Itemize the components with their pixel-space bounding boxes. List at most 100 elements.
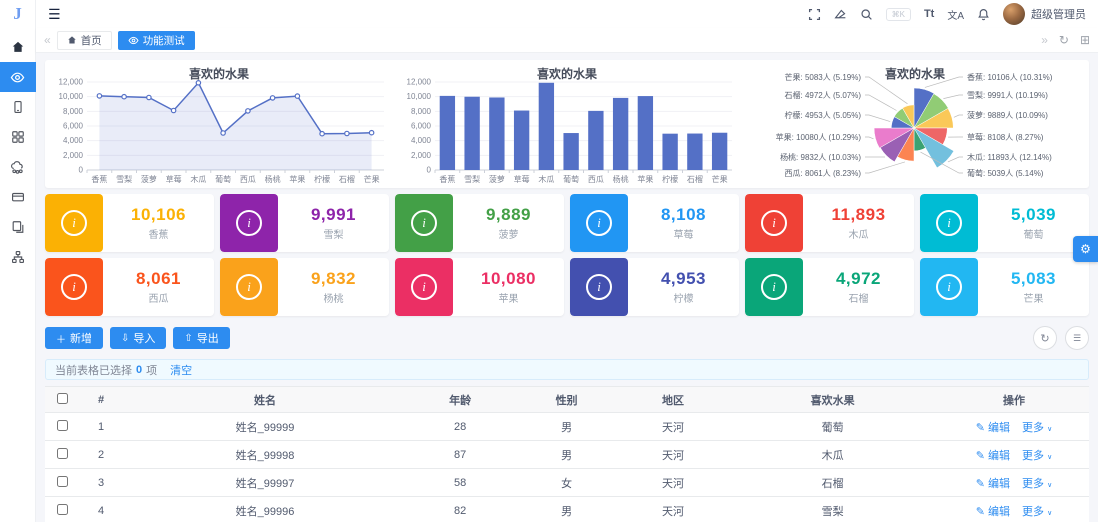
more-link[interactable]: 更多 ∨ bbox=[1022, 421, 1053, 434]
stat-value: 9,832 bbox=[310, 269, 357, 288]
sidebar-item-device[interactable] bbox=[0, 92, 36, 122]
cell-region: 天河 bbox=[619, 412, 727, 441]
row-checkbox[interactable] bbox=[56, 503, 68, 515]
row-checkbox[interactable] bbox=[56, 447, 68, 459]
edit-icon: ✎ bbox=[975, 421, 985, 434]
fullscreen-icon[interactable] bbox=[808, 8, 821, 21]
sidebar-item-copy[interactable] bbox=[0, 212, 36, 242]
cell-name: 姓名_99999 bbox=[123, 412, 407, 441]
row-checkbox[interactable] bbox=[56, 419, 68, 431]
cell-fruit: 木瓜 bbox=[726, 440, 939, 469]
stat-card-西瓜: i 8,061 西瓜 bbox=[45, 258, 214, 316]
sidebar-item-components[interactable] bbox=[0, 122, 36, 152]
sidebar-item-active[interactable] bbox=[0, 62, 36, 92]
selection-text: 当前表格已选择 bbox=[55, 364, 132, 377]
edit-link[interactable]: ✎ 编辑 bbox=[975, 421, 1011, 434]
tablet-icon bbox=[11, 100, 25, 114]
svg-text:香蕉: 香蕉 bbox=[91, 174, 107, 184]
svg-text:石榴: 石榴 bbox=[687, 174, 703, 184]
svg-text:菠萝: 9889人 (10.09%): 菠萝: 9889人 (10.09%) bbox=[967, 110, 1048, 120]
tab-layout-grid-icon[interactable]: ⊞ bbox=[1079, 33, 1090, 47]
select-all-checkbox[interactable] bbox=[56, 392, 68, 404]
sidebar-item-card[interactable] bbox=[0, 182, 36, 212]
svg-text:葡萄: 葡萄 bbox=[563, 174, 579, 184]
clean-cache-icon[interactable] bbox=[834, 8, 847, 21]
svg-text:苹果: 10080人 (10.29%): 苹果: 10080人 (10.29%) bbox=[776, 132, 862, 142]
svg-text:柠檬: 柠檬 bbox=[662, 174, 678, 184]
svg-text:柠檬: 柠檬 bbox=[314, 174, 330, 184]
theme-settings-button[interactable]: ⚙ bbox=[1073, 236, 1098, 262]
user-menu[interactable]: 超级管理员 bbox=[1003, 3, 1086, 25]
stat-card-香蕉: i 10,106 香蕉 bbox=[45, 194, 214, 252]
stat-card-柠檬: i 4,953 柠檬 bbox=[570, 258, 739, 316]
page-content: 喜欢的水果 0 2,000 4,000 6,000 8,000 10,000 12,000 香… bbox=[36, 53, 1098, 522]
export-button[interactable]: ⇧ 导出 bbox=[173, 327, 230, 349]
svg-text:杨桃: 杨桃 bbox=[613, 174, 629, 184]
sidebar-item-home[interactable] bbox=[0, 32, 36, 62]
add-button[interactable]: ＋ 新增 bbox=[45, 327, 103, 349]
import-button[interactable]: ⇩ 导入 bbox=[110, 327, 167, 349]
refresh-table-button[interactable]: ↻ bbox=[1033, 326, 1057, 350]
translate-icon[interactable]: 文A bbox=[947, 10, 964, 22]
edit-link[interactable]: ✎ 编辑 bbox=[975, 505, 1011, 518]
info-icon: i bbox=[745, 194, 803, 252]
stat-label: 草莓 bbox=[673, 230, 694, 241]
data-table: # 姓名 年龄 性别 地区 喜欢水果 操作 1 姓名_99999 28 男天河 葡萄 ✎ 编辑 更多 ∨… bbox=[45, 386, 1089, 522]
tabs-scroll-right-icon[interactable]: » bbox=[1041, 33, 1048, 47]
eye-icon bbox=[10, 70, 25, 85]
stat-label: 苹果 bbox=[498, 294, 519, 305]
info-icon: i bbox=[220, 258, 278, 316]
cell-gender: 男 bbox=[513, 440, 620, 469]
cell-index: 2 bbox=[79, 440, 123, 469]
sitemap-icon bbox=[11, 250, 25, 264]
stat-value: 5,039 bbox=[1010, 205, 1057, 224]
tab-refresh-icon[interactable]: ↻ bbox=[1058, 33, 1069, 47]
stat-card-菠萝: i 9,889 菠萝 bbox=[395, 194, 564, 252]
select-all-checkbox-cell bbox=[45, 386, 79, 413]
selection-count: 0 bbox=[136, 363, 143, 376]
svg-text:西瓜: 8061人 (8.23%): 西瓜: 8061人 (8.23%) bbox=[785, 169, 862, 178]
svg-text:杨桃: 杨桃 bbox=[265, 174, 281, 184]
notification-bell-icon[interactable] bbox=[977, 8, 990, 21]
column-settings-button[interactable]: ☰ bbox=[1065, 326, 1089, 350]
columns-icon: ☰ bbox=[1072, 332, 1082, 343]
svg-text:雪梨: 9991人 (10.19%): 雪梨: 9991人 (10.19%) bbox=[967, 90, 1048, 100]
more-link[interactable]: 更多 ∨ bbox=[1022, 449, 1053, 462]
rose-pie-chart-title: 喜欢的水果 bbox=[884, 67, 945, 81]
column-header: 年龄 bbox=[406, 386, 514, 413]
caret-down-icon: ∨ bbox=[1047, 509, 1053, 517]
svg-text:雪梨: 雪梨 bbox=[464, 174, 480, 184]
svg-text:芒果: 芒果 bbox=[712, 174, 728, 184]
hamburger-menu-icon[interactable]: ☰ bbox=[48, 6, 61, 22]
font-size-icon[interactable]: Tt bbox=[923, 8, 935, 20]
search-shortcut-chip: ⌘K bbox=[885, 7, 911, 21]
svg-text:10,000: 10,000 bbox=[59, 92, 84, 101]
caret-down-icon: ∨ bbox=[1047, 481, 1053, 489]
stat-card-草莓: i 8,108 草莓 bbox=[570, 194, 739, 252]
svg-text:菠萝: 菠萝 bbox=[489, 174, 505, 184]
stat-value: 11,893 bbox=[831, 205, 886, 224]
more-link[interactable]: 更多 ∨ bbox=[1022, 477, 1053, 490]
tabs-scroll-left-icon[interactable]: « bbox=[44, 33, 51, 47]
edit-link[interactable]: ✎ 编辑 bbox=[975, 477, 1011, 490]
tab-function-test[interactable]: 功能测试 bbox=[117, 30, 195, 50]
edit-link[interactable]: ✎ 编辑 bbox=[975, 449, 1011, 462]
svg-text:柠檬: 4953人 (5.05%): 柠檬: 4953人 (5.05%) bbox=[785, 110, 862, 120]
svg-text:2,000: 2,000 bbox=[411, 151, 432, 160]
clear-selection-link[interactable]: 清空 bbox=[170, 364, 193, 377]
search-icon[interactable] bbox=[860, 8, 873, 21]
sidebar-item-sitemap[interactable] bbox=[0, 242, 36, 272]
svg-text:0: 0 bbox=[427, 166, 432, 175]
more-link[interactable]: 更多 ∨ bbox=[1022, 505, 1053, 518]
stat-value: 10,080 bbox=[481, 269, 536, 288]
table-row: 4 姓名_99996 82 男天河 雪梨 ✎ 编辑 更多 ∨ bbox=[45, 496, 1089, 522]
svg-text:8,000: 8,000 bbox=[63, 107, 84, 116]
stat-value: 10,106 bbox=[131, 205, 186, 224]
sidebar-item-cluster[interactable] bbox=[0, 152, 36, 182]
svg-text:葡萄: 5039人 (5.14%): 葡萄: 5039人 (5.14%) bbox=[967, 168, 1044, 178]
cell-fruit: 葡萄 bbox=[726, 412, 939, 441]
gear-icon: ⚙ bbox=[1080, 242, 1091, 256]
table-row: 1 姓名_99999 28 男天河 葡萄 ✎ 编辑 更多 ∨ bbox=[45, 412, 1089, 441]
tab-home[interactable]: 首页 bbox=[56, 30, 112, 50]
row-checkbox[interactable] bbox=[56, 475, 68, 487]
